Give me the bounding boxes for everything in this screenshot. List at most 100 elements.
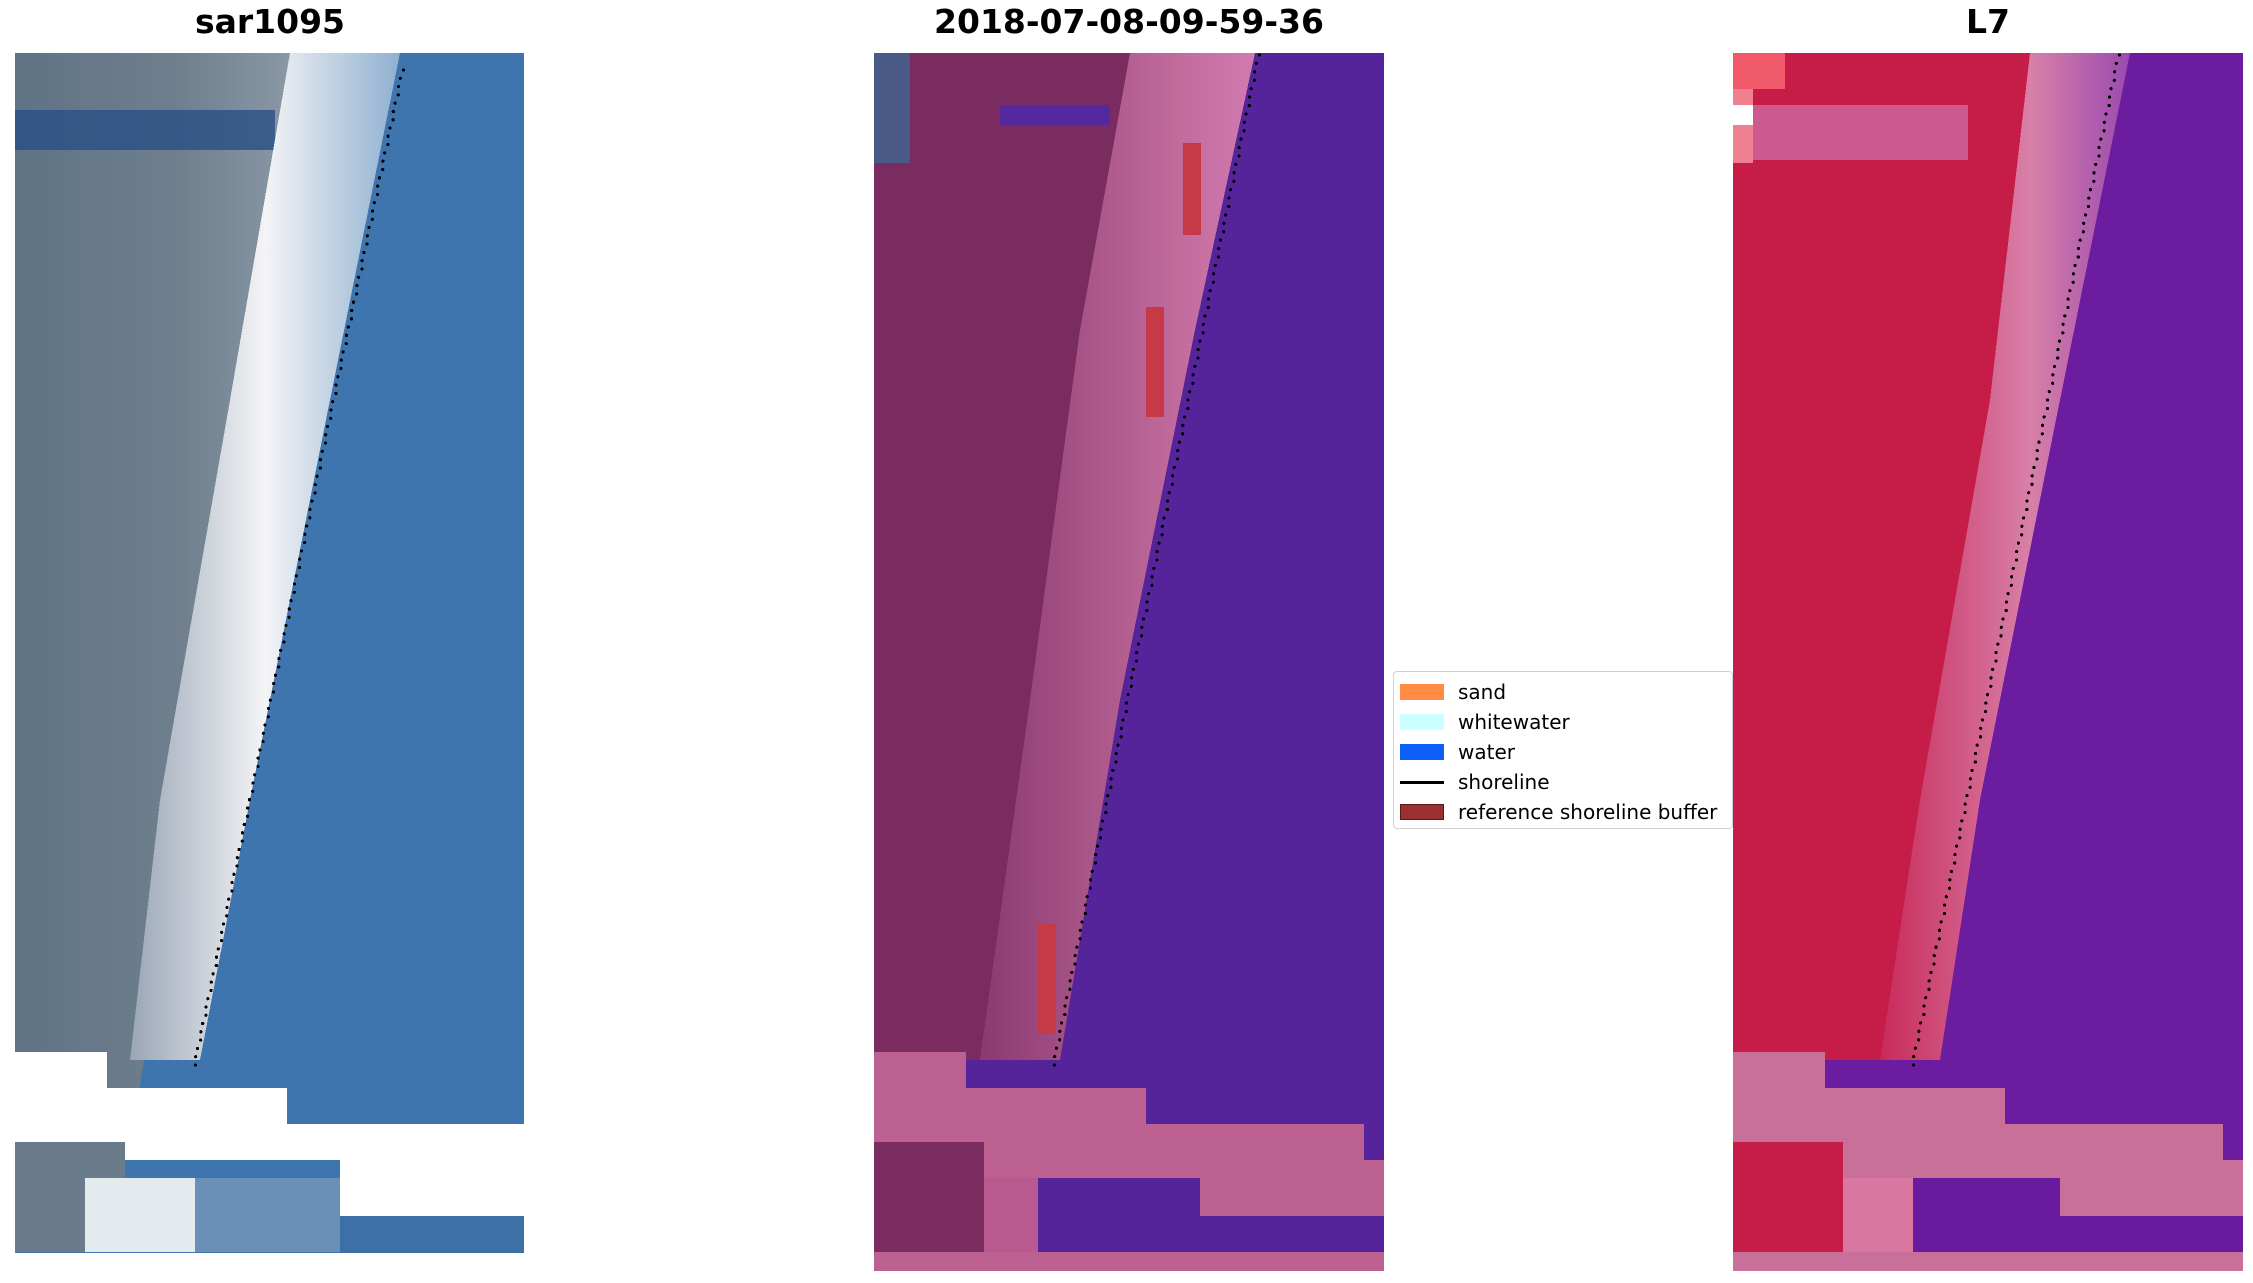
shoreline-point [1155,558,1159,562]
shoreline-point [1201,331,1205,335]
shoreline-point [2099,137,2103,141]
shoreline-point [292,582,297,586]
shoreline-point [216,947,220,951]
shoreline-point [1167,491,1171,495]
shoreline-point [266,715,270,719]
shoreline-point [1140,625,1144,629]
shoreline-point [1929,970,1933,975]
shoreline-point [195,1046,200,1050]
shoreline-point [1176,449,1180,453]
shoreline-point [230,889,234,893]
shoreline-point [1160,533,1164,537]
shoreline-point [334,391,338,395]
shoreline-point [1111,768,1115,773]
shoreline-point [1978,735,1983,739]
shoreline-point [1223,213,1228,217]
shoreline-point [1984,701,1988,705]
shoreline-point [1193,364,1197,368]
shoreline-point [2040,432,2044,436]
shoreline-point [1234,162,1238,166]
shoreline-point [1924,996,1928,1000]
shoreline-point [2056,356,2060,360]
shoreline-point [1058,1038,1062,1042]
shoreline-point [1939,920,1943,924]
shoreline-point [377,176,382,180]
shoreline-point [1242,120,1246,124]
shoreline-point [289,599,293,603]
shoreline-point [324,433,328,437]
shoreline-point [279,648,283,653]
shoreline-point [297,565,302,570]
shoreline-point [2051,373,2055,377]
shoreline-point [299,549,304,553]
shoreline-point [1135,651,1139,655]
shoreline-point [1949,869,1954,874]
shoreline-point [209,988,213,993]
shoreline-point [1155,550,1159,554]
shoreline-point [2058,339,2062,343]
shoreline-point [339,366,343,371]
shoreline-point [386,143,390,147]
shoreline-point [381,159,385,163]
shoreline-point [391,118,395,122]
shoreline-point [211,972,215,976]
shoreline-point [1078,928,1082,932]
shoreline-point [349,317,354,321]
shoreline-point [1124,709,1128,714]
shoreline-point [1989,676,1993,680]
shoreline-point [282,640,286,644]
shoreline-point [1973,752,1978,756]
shoreline-point [235,864,239,868]
shoreline-point [258,748,262,752]
shoreline-classified [1052,53,1262,1067]
shoreline-point [375,192,380,196]
shoreline-point [2015,550,2019,554]
shoreline-point [318,466,322,470]
shoreline-point [1208,289,1212,293]
shoreline-point [303,541,307,545]
shoreline-point [1065,996,1069,1000]
shoreline-point [219,939,224,943]
shoreline-point [2020,524,2024,528]
shoreline-point [1070,970,1074,975]
shoreline-point [1106,794,1110,798]
shoreline-point [1237,146,1241,150]
shoreline-point [2117,53,2122,57]
shoreline-point [355,292,359,296]
shoreline-point [393,101,397,105]
shoreline-point [1247,95,1252,99]
shoreline-point [362,250,366,254]
shoreline-point [2009,583,2013,587]
shoreline-point [1948,878,1952,882]
shoreline-point [1088,886,1092,890]
shoreline-point [2006,592,2010,596]
shoreline-point [1175,457,1180,461]
shoreline-point [313,483,317,487]
shoreline-point [1947,886,1952,890]
shoreline-point [246,806,250,810]
shoreline-point [1985,693,1990,697]
shoreline-point [360,259,364,263]
shoreline-point [1227,196,1231,200]
shoreline-point [1979,726,1983,730]
shoreline-point [1181,432,1185,436]
shoreline-point [2082,221,2086,225]
shoreline-point [2068,289,2072,293]
shoreline-point [1058,1029,1062,1033]
shoreline-point [247,798,252,802]
panel-title-rgb: sar1095 [194,2,346,41]
shoreline-point [331,400,335,404]
shoreline-point [391,109,395,114]
shoreline-point [1063,1012,1067,1017]
shoreline-point [1186,406,1190,411]
shoreline-point [305,524,309,528]
legend-swatch-sand [1400,684,1444,700]
shoreline-point [372,201,376,205]
shoreline-point [256,756,260,760]
classified-image [874,53,1384,1271]
shoreline-point [2081,230,2085,234]
legend-item-water: water [1400,740,1515,764]
shoreline-point [206,997,210,1001]
shoreline-point [2087,196,2091,200]
